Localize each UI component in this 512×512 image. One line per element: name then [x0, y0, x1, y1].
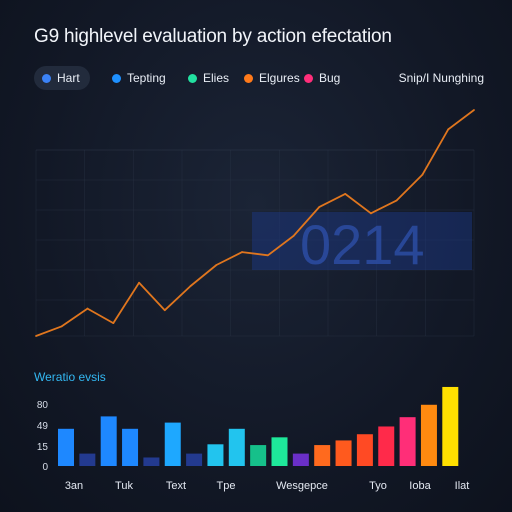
bar: [228, 428, 245, 466]
line-point: [86, 307, 89, 310]
legend-label: Bug: [319, 71, 341, 85]
bar: [186, 453, 203, 466]
bar-x-tick-label: Ioba: [409, 480, 431, 492]
bar: [271, 437, 288, 466]
line-points: [35, 109, 475, 337]
legend-right-label: Snip/I Nunghing: [398, 71, 484, 85]
bar-y-tick-label: 15: [37, 442, 49, 453]
bar-series: [58, 386, 459, 466]
bar-chart-title: Weratio evsis: [34, 370, 106, 384]
line-series: [35, 109, 475, 337]
line-point: [215, 264, 218, 266]
legend-item-elgures[interactable]: Elgures: [244, 66, 300, 90]
highlight-panel: [252, 212, 472, 270]
legend-item-tepting[interactable]: Tepting: [112, 66, 166, 90]
legend: Hart Tepting Elies Elgures Bug Snip/I Nu…: [34, 66, 484, 90]
line-point: [112, 322, 115, 324]
line-point: [163, 309, 166, 312]
bar-x-tick-label: Tpe: [217, 480, 236, 492]
bar-x-tick-label: 3an: [65, 480, 83, 492]
line-point: [138, 281, 140, 284]
legend-item-bug[interactable]: Bug: [304, 66, 340, 90]
line-chart-grid: [35, 149, 475, 337]
bar: [122, 428, 139, 466]
bar-x-tick-label: Tyo: [369, 480, 387, 492]
line-point: [344, 193, 347, 195]
bar: [314, 445, 331, 466]
line-point: [421, 173, 424, 176]
legend-label: Elgures: [259, 71, 300, 85]
legend-label: Elies: [203, 71, 230, 85]
bar-x-tick-label: Ilat: [455, 480, 470, 492]
bar: [250, 445, 267, 466]
bar: [79, 453, 96, 466]
bar-x-tick-label: Text: [166, 480, 186, 492]
legend-swatch: [42, 73, 51, 83]
bar-y-tick-label: 0: [42, 462, 48, 473]
bar: [58, 428, 74, 466]
legend-label: Hart: [57, 71, 80, 85]
bar-y-tick-label: 49: [37, 421, 49, 432]
bar: [420, 404, 437, 466]
bar-x-tick-label: Wesgepce: [276, 480, 328, 492]
legend-swatch: [112, 73, 121, 83]
legend-swatch: [304, 73, 313, 83]
legend-swatch: [188, 73, 197, 83]
line-point: [395, 199, 398, 202]
line-point: [189, 285, 192, 287]
bar: [143, 457, 160, 466]
line-point: [318, 205, 321, 208]
bar: [356, 434, 373, 466]
bar-x-tick-label: Tuk: [115, 480, 133, 492]
bar: [399, 417, 416, 466]
line-point: [241, 251, 244, 253]
line-point: [447, 128, 450, 131]
bar-y-axis: 0 15 49 80: [37, 400, 49, 473]
bar: [207, 444, 224, 466]
chart-title: G9 highlevel evaluation by action efecta…: [34, 26, 392, 47]
bar-y-tick-label: 80: [37, 400, 49, 411]
bar: [164, 422, 181, 466]
legend-item-hart[interactable]: Hart: [34, 66, 90, 90]
bar: [292, 453, 309, 466]
bar: [100, 416, 117, 466]
line-point: [473, 109, 475, 111]
line-point: [370, 212, 372, 215]
bar: [335, 440, 352, 466]
line-point: [266, 254, 269, 257]
legend-label: Tepting: [127, 71, 166, 85]
bar: [442, 386, 459, 466]
bar: [378, 426, 395, 466]
line-point: [292, 235, 295, 237]
bar-x-axis: 3an Tuk Text Tpe Wesgepce Tyo Ioba Ilat: [65, 480, 470, 492]
line-point: [35, 335, 37, 337]
big-overlay-number: 0214: [300, 213, 425, 276]
legend-swatch: [244, 73, 253, 83]
line-point: [60, 325, 63, 328]
legend-item-elies[interactable]: Elies: [188, 66, 229, 90]
